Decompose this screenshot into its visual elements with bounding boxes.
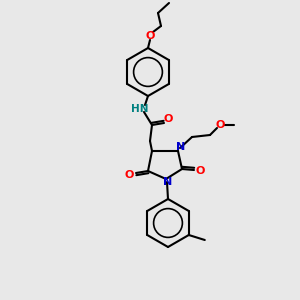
Text: HN: HN <box>131 104 149 114</box>
Text: O: O <box>195 166 205 176</box>
Text: O: O <box>124 170 134 180</box>
Text: N: N <box>176 142 186 152</box>
Text: N: N <box>164 177 172 187</box>
Text: O: O <box>145 31 155 41</box>
Text: O: O <box>163 114 173 124</box>
Text: O: O <box>215 120 225 130</box>
